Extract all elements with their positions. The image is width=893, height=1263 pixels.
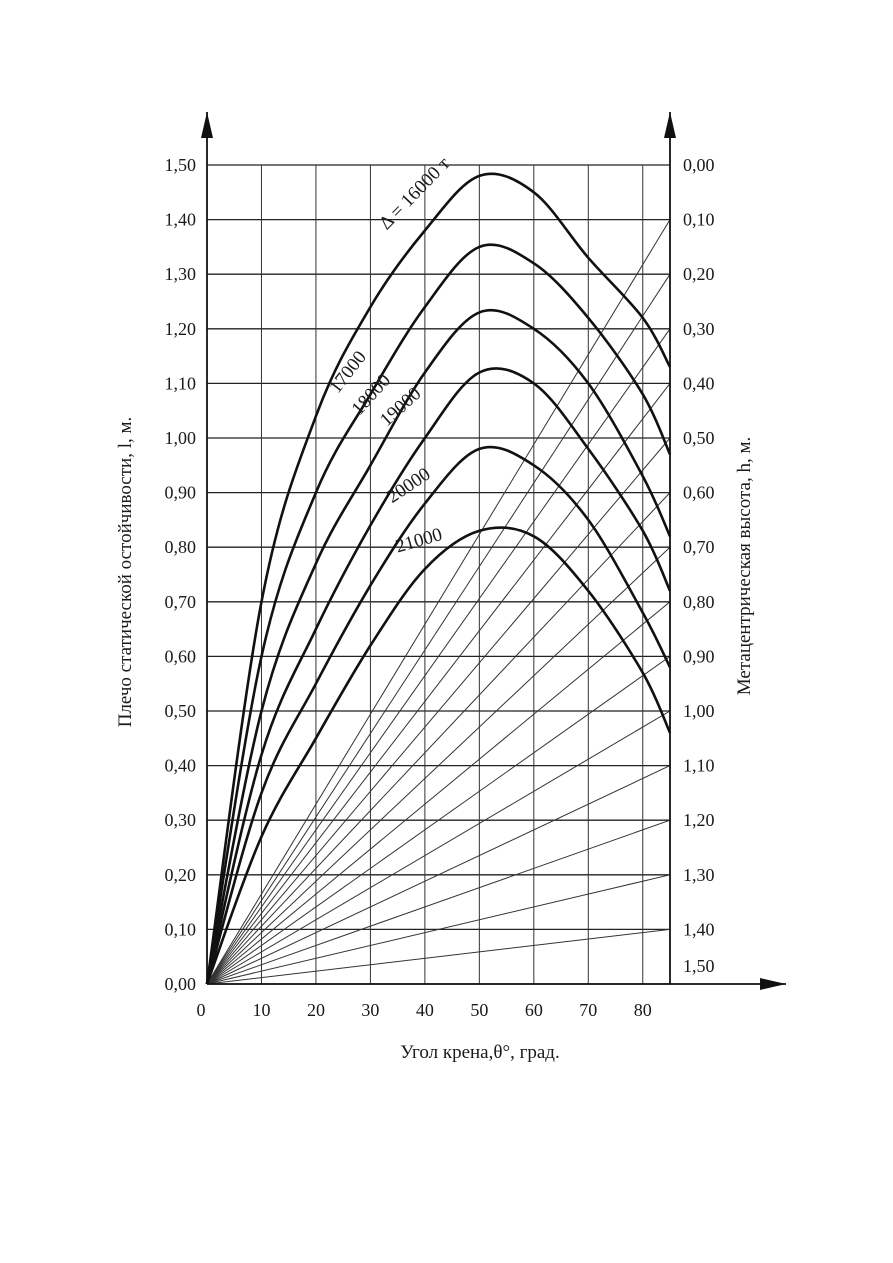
y-tick-label: 0,90 — [165, 483, 197, 503]
metacentric-line — [206, 437, 671, 985]
x-axis-arrow — [760, 978, 786, 990]
y-tick-label: 1,40 — [165, 210, 197, 230]
y2-tick-label: 1,50 — [683, 956, 715, 976]
metacentric-line — [206, 383, 671, 985]
metacentric-line — [206, 655, 671, 985]
y2-tick-label: 0,40 — [683, 373, 715, 393]
y2-tick-label: 1,00 — [683, 701, 715, 721]
y2-tick-label: 1,10 — [683, 756, 715, 776]
y2-tick-label: 0,80 — [683, 592, 715, 612]
curve-label: 21000 — [393, 524, 444, 557]
y-tick-label: 0,00 — [165, 974, 197, 994]
metacentric-line — [206, 219, 671, 985]
metacentric-line — [206, 601, 671, 985]
x-tick-label: 80 — [634, 1000, 652, 1020]
y-axis-arrow — [201, 112, 213, 138]
y-tick-label: 0,20 — [165, 865, 197, 885]
metacentric-line — [206, 710, 671, 985]
y-tick-label: 0,70 — [165, 592, 197, 612]
y2-tick-label: 1,20 — [683, 810, 715, 830]
y-axis-title: Плечо статической остойчивости, l, м. — [115, 417, 136, 728]
x-tick-label: 10 — [252, 1000, 270, 1020]
stability-curve-1 — [205, 172, 672, 985]
y-tick-label: 1,10 — [165, 373, 197, 393]
y2-tick-label: 1,40 — [683, 919, 715, 939]
y-tick-label: 0,50 — [165, 701, 197, 721]
y-tick-label: 1,30 — [165, 264, 197, 284]
x-tick-label: 30 — [361, 1000, 379, 1020]
grid — [207, 164, 670, 985]
y2-tick-label: 1,30 — [683, 865, 715, 885]
stability-curve-4 — [205, 367, 672, 985]
x-tick-label: 60 — [525, 1000, 543, 1020]
y2-tick-label: 0,60 — [683, 483, 715, 503]
stability-curve-6 — [205, 526, 672, 985]
metacentric-line — [206, 273, 671, 985]
stability-curve-5 — [205, 445, 672, 985]
metacentric-line — [206, 819, 671, 985]
y-tick-label: 0,40 — [165, 756, 197, 776]
y-tick-label: 1,50 — [165, 155, 197, 175]
y2-tick-label: 0,90 — [683, 646, 715, 666]
y-tick-label: 1,20 — [165, 319, 197, 339]
y2-tick-label: 0,70 — [683, 537, 715, 557]
y2-axis-arrow — [664, 112, 676, 138]
y2-tick-label: 0,00 — [683, 155, 715, 175]
labels: Угол крена,θ°, град. Плечо статической о… — [115, 417, 755, 1063]
y-tick-label: 0,60 — [165, 646, 197, 666]
y-tick-label: 0,80 — [165, 537, 197, 557]
axes: 0,00 0,10 0,20 0,30 0,40 0,50 0,60 0,70 0,80 0,90… — [165, 112, 786, 1020]
x-tick-label: 40 — [416, 1000, 434, 1020]
metacentric-line — [206, 928, 671, 985]
x-tick-label: 20 — [307, 1000, 325, 1020]
y-tick-label: 0,30 — [165, 810, 197, 830]
y2-axis-title: Метацентрическая высота, h, м. — [734, 437, 755, 695]
x-axis-title: Угол крена,θ°, град. — [400, 1042, 559, 1063]
x-tick-label: 50 — [470, 1000, 488, 1020]
x-tick-label: 0 — [197, 1000, 206, 1020]
y-tick-label: 0,10 — [165, 919, 197, 939]
y2-tick-label: 0,30 — [683, 319, 715, 339]
metacentric-line — [206, 328, 671, 985]
y2-tick-label: 0,10 — [683, 210, 715, 230]
y2-tick-label: 0,20 — [683, 264, 715, 284]
metacentric-line — [206, 546, 671, 985]
y2-tick-label: 0,50 — [683, 428, 715, 448]
stability-curve-3 — [205, 308, 672, 985]
metacentric-line — [206, 765, 671, 985]
y-tick-label: 1,00 — [165, 428, 197, 448]
x-tick-label: 70 — [579, 1000, 597, 1020]
metacentric-line — [206, 874, 671, 985]
metacentric-line — [206, 492, 671, 985]
stability-curve-2 — [205, 243, 672, 985]
